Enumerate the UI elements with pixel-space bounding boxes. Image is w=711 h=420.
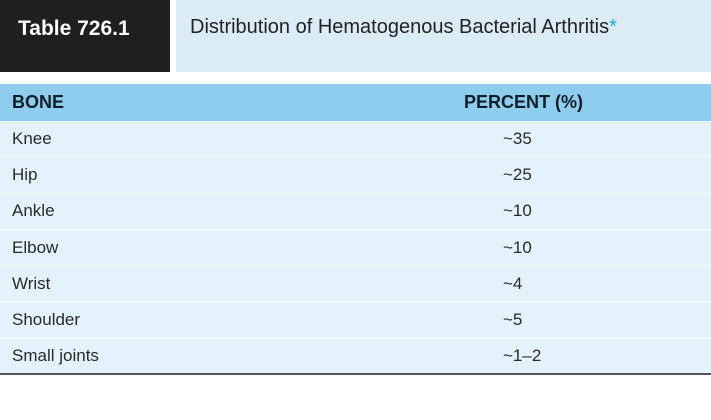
table-number-label: Table 726.1 xyxy=(0,0,170,72)
cell-percent: ~10 xyxy=(503,201,532,221)
footnote-marker: * xyxy=(609,16,617,38)
table-row: Wrist ~4 xyxy=(0,266,711,303)
table-row: Shoulder ~5 xyxy=(0,302,711,339)
table-body: Knee ~35 Hip ~25 Ankle ~10 Elbow ~10 Wri… xyxy=(0,121,711,376)
cell-percent: ~25 xyxy=(503,164,532,184)
cell-bone: Elbow xyxy=(12,237,59,257)
cell-bone: Wrist xyxy=(12,273,51,293)
column-header-bone: BONE xyxy=(12,92,65,112)
table-row: Knee ~35 xyxy=(0,121,711,158)
cell-bone: Hip xyxy=(12,164,38,184)
cell-percent: ~10 xyxy=(503,237,532,257)
spacer xyxy=(0,72,711,84)
table-title-bar: Table 726.1 Distribution of Hematogenous… xyxy=(0,0,711,72)
table-header-row: BONE PERCENT (%) xyxy=(0,84,711,121)
cell-bone: Small joints xyxy=(12,345,99,365)
cell-bone: Ankle xyxy=(12,201,55,221)
table-row: Hip ~25 xyxy=(0,157,711,194)
cell-percent: ~1–2 xyxy=(503,345,542,365)
cell-bone: Knee xyxy=(12,128,52,148)
cell-percent: ~4 xyxy=(503,273,523,293)
table-title: Distribution of Hematogenous Bacterial A… xyxy=(176,0,711,72)
column-header-percent: PERCENT (%) xyxy=(464,92,584,112)
cell-percent: ~5 xyxy=(503,310,523,330)
table-row: Small joints ~1–2 xyxy=(0,338,711,376)
table-row: Ankle ~10 xyxy=(0,193,711,230)
title-divider xyxy=(170,0,176,72)
table-title-text: Distribution of Hematogenous Bacterial A… xyxy=(190,16,610,38)
cell-bone: Shoulder xyxy=(12,310,81,330)
cell-percent: ~35 xyxy=(503,128,532,148)
table-row: Elbow ~10 xyxy=(0,229,711,267)
